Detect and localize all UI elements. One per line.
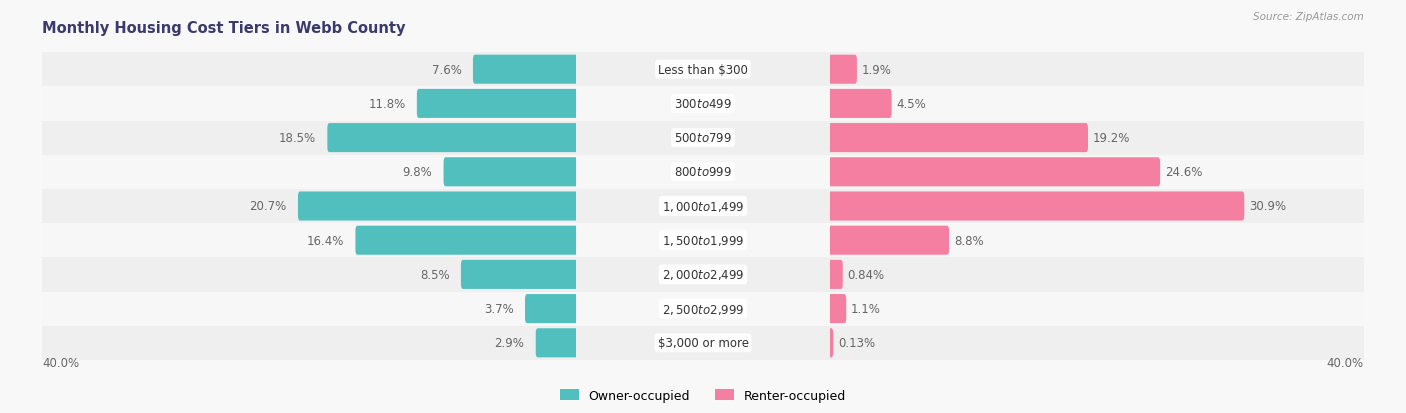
Text: 24.6%: 24.6% (1164, 166, 1202, 179)
FancyBboxPatch shape (828, 158, 1160, 187)
FancyBboxPatch shape (298, 192, 578, 221)
Text: 1.1%: 1.1% (851, 302, 880, 316)
FancyBboxPatch shape (828, 124, 1088, 153)
Bar (830, 155, 1364, 190)
Bar (42, 258, 576, 292)
FancyBboxPatch shape (356, 226, 578, 255)
Text: $1,500 to $1,999: $1,500 to $1,999 (662, 234, 744, 248)
Text: 16.4%: 16.4% (307, 234, 344, 247)
Text: Source: ZipAtlas.com: Source: ZipAtlas.com (1253, 12, 1364, 22)
Bar (830, 292, 1364, 326)
Text: 8.8%: 8.8% (953, 234, 983, 247)
Text: 30.9%: 30.9% (1249, 200, 1286, 213)
Text: 19.2%: 19.2% (1092, 132, 1130, 145)
Bar (576, 87, 830, 121)
Bar (576, 121, 830, 155)
Bar (42, 326, 576, 360)
FancyBboxPatch shape (461, 260, 578, 289)
Text: $1,000 to $1,499: $1,000 to $1,499 (662, 199, 744, 214)
Text: 3.7%: 3.7% (484, 302, 513, 316)
Bar (576, 155, 830, 190)
Bar (576, 258, 830, 292)
Bar (830, 326, 1364, 360)
FancyBboxPatch shape (828, 294, 846, 323)
FancyBboxPatch shape (828, 260, 842, 289)
Bar (576, 292, 830, 326)
Bar (42, 155, 576, 190)
Text: 1.9%: 1.9% (862, 64, 891, 76)
Bar (42, 53, 576, 87)
FancyBboxPatch shape (328, 124, 578, 153)
Text: 20.7%: 20.7% (249, 200, 287, 213)
Text: $3,000 or more: $3,000 or more (658, 337, 748, 349)
Bar (830, 87, 1364, 121)
Bar (576, 223, 830, 258)
FancyBboxPatch shape (828, 328, 834, 358)
FancyBboxPatch shape (416, 90, 578, 119)
Bar (42, 121, 576, 155)
Text: 7.6%: 7.6% (432, 64, 461, 76)
FancyBboxPatch shape (828, 55, 856, 85)
FancyBboxPatch shape (828, 90, 891, 119)
Bar (576, 53, 830, 87)
Text: $2,000 to $2,499: $2,000 to $2,499 (662, 268, 744, 282)
FancyBboxPatch shape (443, 158, 578, 187)
Text: 0.84%: 0.84% (848, 268, 884, 281)
Text: $500 to $799: $500 to $799 (673, 132, 733, 145)
Bar (576, 190, 830, 223)
FancyBboxPatch shape (828, 192, 1244, 221)
Bar (42, 292, 576, 326)
Bar (830, 258, 1364, 292)
Text: Monthly Housing Cost Tiers in Webb County: Monthly Housing Cost Tiers in Webb Count… (42, 21, 406, 36)
Bar (42, 223, 576, 258)
Bar (830, 53, 1364, 87)
Text: 8.5%: 8.5% (420, 268, 450, 281)
Text: 18.5%: 18.5% (278, 132, 316, 145)
Bar (42, 87, 576, 121)
Text: 4.5%: 4.5% (897, 97, 927, 111)
Text: $800 to $999: $800 to $999 (673, 166, 733, 179)
FancyBboxPatch shape (828, 226, 949, 255)
Text: 40.0%: 40.0% (42, 356, 79, 369)
Text: $300 to $499: $300 to $499 (673, 97, 733, 111)
Text: 2.9%: 2.9% (495, 337, 524, 349)
Bar (576, 326, 830, 360)
Bar (830, 190, 1364, 223)
Bar (830, 121, 1364, 155)
Text: $2,500 to $2,999: $2,500 to $2,999 (662, 302, 744, 316)
Text: 9.8%: 9.8% (402, 166, 432, 179)
FancyBboxPatch shape (472, 55, 578, 85)
Text: 40.0%: 40.0% (1327, 356, 1364, 369)
Text: 11.8%: 11.8% (368, 97, 405, 111)
Text: Less than $300: Less than $300 (658, 64, 748, 76)
Bar (830, 223, 1364, 258)
FancyBboxPatch shape (536, 328, 578, 358)
Bar (42, 190, 576, 223)
Legend: Owner-occupied, Renter-occupied: Owner-occupied, Renter-occupied (555, 384, 851, 407)
FancyBboxPatch shape (524, 294, 578, 323)
Text: 0.13%: 0.13% (838, 337, 875, 349)
